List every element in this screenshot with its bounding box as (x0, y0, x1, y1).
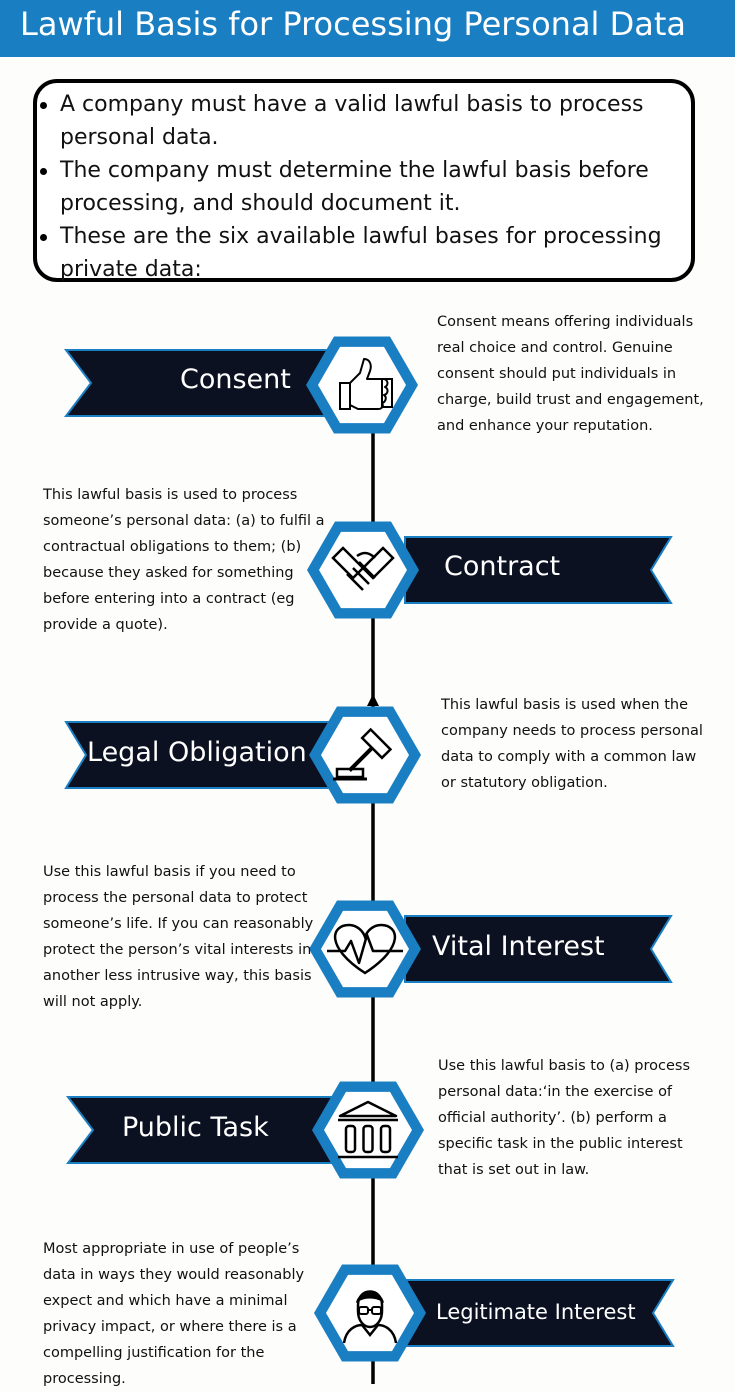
intro-bullet: The company must determine the lawful ba… (37, 154, 691, 220)
basis-description-consent: Consent means offering individuals real … (437, 314, 704, 434)
intro-list: A company must have a valid lawful basis… (37, 83, 691, 286)
banner-legal-obligation (64, 721, 341, 789)
handshake-icon (331, 546, 395, 591)
basis-description-legitimate-interest: Most appropriate in use of people’s data… (43, 1241, 305, 1387)
banner-consent (63, 349, 341, 417)
page-title: Lawful Basis for Processing Personal Dat… (20, 5, 687, 43)
timeline-arrow (367, 694, 379, 706)
hexagon-badge (307, 521, 419, 619)
thumbs-up-icon (339, 358, 393, 410)
intro-bullet: A company must have a valid lawful basis… (37, 88, 691, 154)
basis-description-contract: This lawful basis is used to process som… (43, 487, 325, 633)
basis-description-vital-interest: Use this lawful basis if you need to pro… (43, 864, 314, 1010)
basis-label-contract: Contract (444, 551, 561, 582)
basis-label-consent: Consent (180, 364, 291, 395)
intro-bullet: These are the six available lawful bases… (37, 220, 691, 286)
intro-box: A company must have a valid lawful basis… (33, 79, 695, 282)
banner-public-task (65, 1096, 341, 1164)
basis-label-vital-interest: Vital Interest (432, 931, 605, 962)
government-building-icon (338, 1100, 398, 1159)
basis-description-public-task: Use this lawful basis to (a) process per… (438, 1058, 691, 1178)
hexagon-badge (309, 900, 421, 998)
header-bar: Lawful Basis for Processing Personal Dat… (0, 0, 735, 57)
basis-label-legal-obligation: Legal Obligation (87, 737, 307, 768)
basis-label-public-task: Public Task (122, 1112, 269, 1143)
heartbeat-icon (327, 923, 403, 975)
gavel-icon (333, 727, 393, 781)
person-with-glasses-icon (342, 1290, 398, 1344)
hexagon-badge (309, 706, 421, 804)
hexagon-badge (306, 336, 418, 434)
hexagon-badge (314, 1264, 426, 1362)
basis-label-legitimate-interest: Legitimate Interest (436, 1300, 636, 1324)
basis-description-legal-obligation: This lawful basis is used when the compa… (441, 697, 703, 791)
hexagon-badge (312, 1081, 424, 1179)
hexagon-inner (321, 910, 409, 988)
